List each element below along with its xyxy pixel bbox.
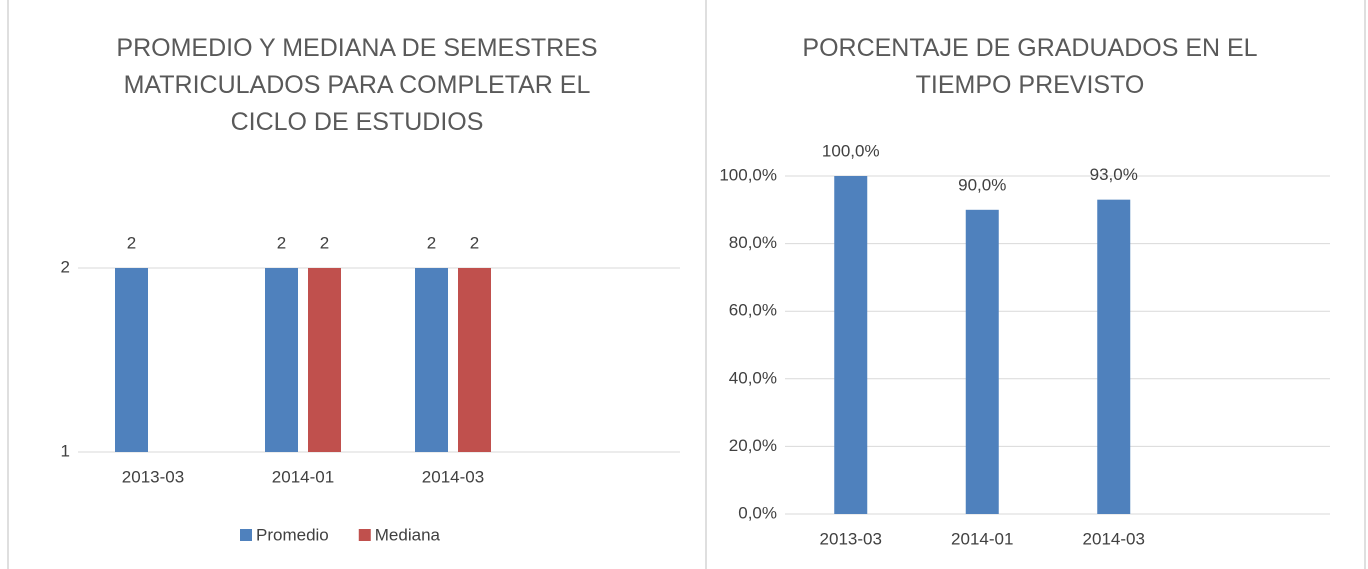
data-label: 2: [277, 233, 286, 252]
legend-label: Promedio: [256, 525, 329, 544]
x-tick-label: 2013-03: [122, 467, 184, 486]
legend-swatch: [358, 529, 371, 541]
bar: [965, 209, 999, 515]
chart-title: PORCENTAJE DE GRADUADOS EN EL TIEMPO PRE…: [802, 34, 1258, 99]
y-tick-label: 100,0%: [719, 165, 777, 184]
data-label: 2: [320, 233, 329, 252]
x-tick-label: 2014-01: [951, 529, 1013, 548]
bar: [265, 268, 298, 452]
x-tick-label: 2014-03: [422, 467, 484, 486]
y-tick-label: 40,0%: [729, 368, 777, 387]
bar: [458, 268, 491, 452]
chart-title: PROMEDIO Y MEDIANA DE SEMESTRES MATRICUL…: [116, 34, 598, 136]
data-label: 93,0%: [1090, 165, 1138, 184]
legend-label: Mediana: [375, 525, 441, 544]
legend-swatch: [240, 529, 252, 541]
bar: [115, 268, 148, 452]
data-label: 90,0%: [958, 175, 1006, 194]
bar: [1097, 199, 1131, 514]
y-tick-label: 2: [61, 257, 70, 276]
data-label: 2: [427, 233, 436, 252]
data-label: 2: [127, 233, 136, 252]
y-tick-label: 1: [61, 441, 70, 460]
y-tick-label: 80,0%: [729, 233, 777, 252]
y-tick-label: 0,0%: [738, 503, 777, 522]
data-label: 2: [470, 233, 479, 252]
x-tick-label: 2014-03: [1083, 529, 1145, 548]
y-tick-label: 60,0%: [729, 301, 777, 320]
bar: [308, 268, 341, 452]
bar: [415, 268, 448, 452]
data-label: 100,0%: [822, 141, 880, 160]
x-tick-label: 2013-03: [820, 529, 882, 548]
bar: [834, 176, 868, 514]
y-tick-label: 20,0%: [729, 436, 777, 455]
x-tick-label: 2014-01: [272, 467, 334, 486]
